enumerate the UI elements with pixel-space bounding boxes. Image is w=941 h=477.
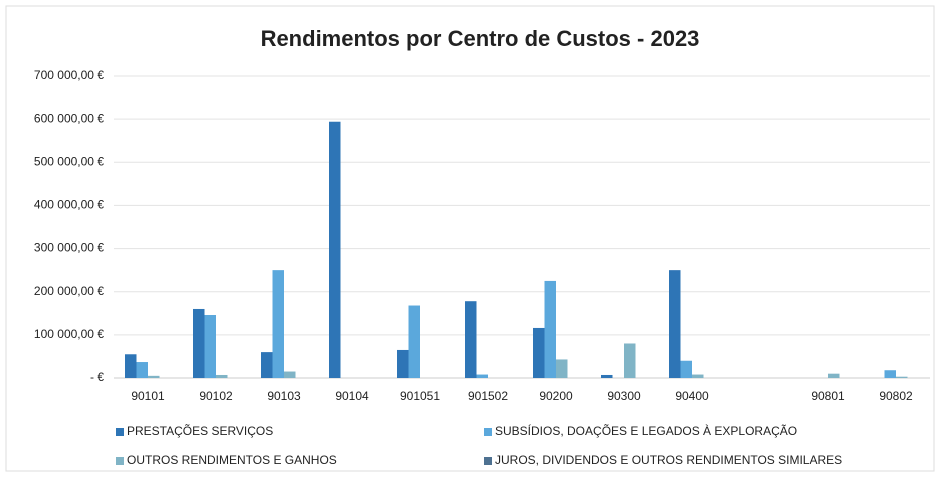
legend-label: JUROS, DIVIDENDOS E OUTROS RENDIMENTOS S…: [495, 453, 842, 467]
bar: [680, 360, 692, 378]
bar: [261, 352, 273, 378]
bar: [669, 270, 681, 378]
bar: [828, 373, 840, 378]
x-tick-label: 90200: [539, 389, 573, 403]
bar: [544, 280, 556, 378]
bar: [476, 374, 488, 378]
y-tick-label: 400 000,00 €: [34, 198, 104, 212]
x-tick-label: 901051: [400, 389, 440, 403]
bar: [284, 371, 296, 378]
x-tick-label: 90104: [335, 389, 369, 403]
legend-label: SUBSÍDIOS, DOAÇÕES E LEGADOS À EXPLORAÇÃ…: [495, 423, 797, 438]
bar: [216, 374, 228, 378]
x-tick-label: 90101: [131, 389, 165, 403]
bar: [204, 315, 216, 378]
legend-label: PRESTAÇÕES SERVIÇOS: [127, 423, 273, 438]
x-tick-label: 90102: [199, 389, 233, 403]
bar: [272, 270, 284, 378]
y-tick-label: 300 000,00 €: [34, 241, 104, 255]
bar: [193, 308, 205, 378]
legend-swatch: [484, 428, 492, 436]
bar: [136, 362, 148, 378]
bar: [692, 374, 704, 378]
legend-swatch: [116, 457, 124, 465]
y-tick-label: 200 000,00 €: [34, 284, 104, 298]
bar: [556, 359, 568, 378]
bar: [884, 370, 896, 378]
bar: [465, 301, 477, 378]
bar: [896, 376, 908, 378]
x-tick-label: 90801: [811, 389, 845, 403]
bar: [601, 374, 613, 378]
y-tick-label: 600 000,00 €: [34, 111, 104, 125]
bar: [533, 327, 545, 378]
x-tick-label: 90103: [267, 389, 301, 403]
chart-title: Rendimentos por Centro de Custos - 2023: [261, 26, 700, 51]
legend-label: OUTROS RENDIMENTOS E GANHOS: [127, 453, 337, 467]
x-tick-label: 901502: [468, 389, 508, 403]
bar: [624, 343, 636, 378]
x-tick-label: 90300: [607, 389, 641, 403]
x-tick-label: 90400: [675, 389, 709, 403]
y-tick-label: 100 000,00 €: [34, 327, 104, 341]
y-tick-label: 700 000,00 €: [34, 68, 104, 82]
chart-frame: [5, 5, 935, 472]
legend-swatch: [484, 457, 492, 465]
bar: [125, 354, 137, 378]
legend-swatch: [116, 428, 124, 436]
bar: [397, 349, 409, 378]
x-tick-label: 90802: [879, 389, 913, 403]
y-tick-label: 500 000,00 €: [34, 154, 104, 168]
y-tick-label: - €: [90, 370, 104, 384]
bar: [329, 121, 341, 378]
bar: [148, 375, 160, 378]
bar: [408, 305, 420, 378]
